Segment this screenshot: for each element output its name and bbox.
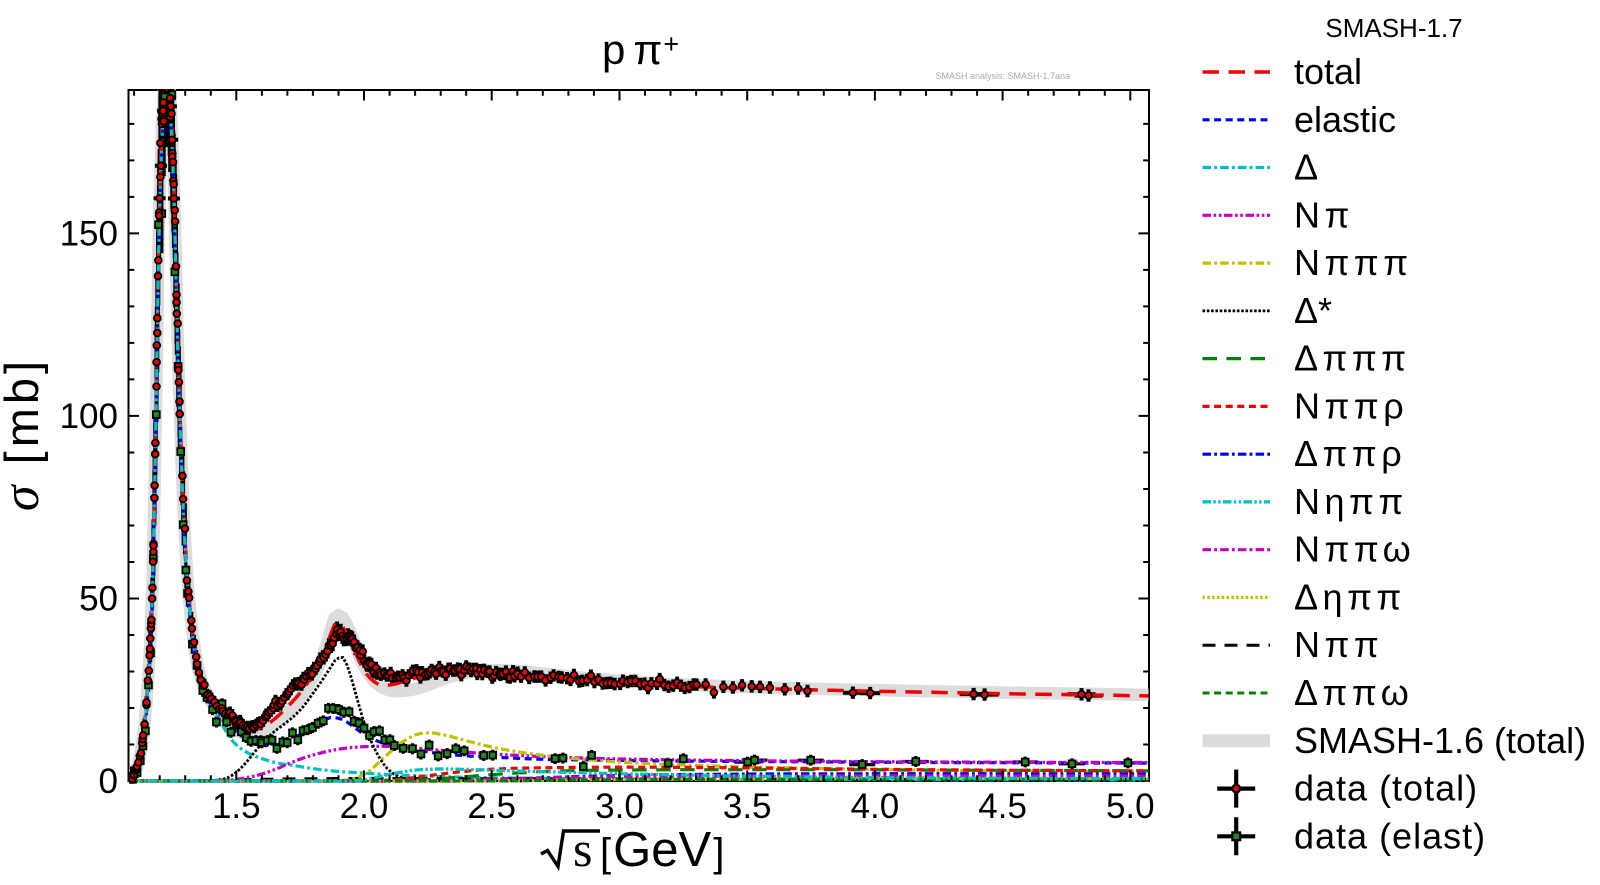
svg-text:50: 50 [79,580,118,619]
svg-text:0: 0 [99,762,118,801]
svg-text:Δ*: Δ* [1294,290,1332,331]
svg-text:[GeV]: [GeV] [600,823,724,877]
svg-text:2.0: 2.0 [340,787,389,826]
svg-text:SMASH-1.7: SMASH-1.7 [1325,13,1462,43]
svg-text:3.0: 3.0 [595,787,644,826]
svg-text:3.5: 3.5 [723,787,772,826]
svg-text:1.5: 1.5 [212,787,261,826]
svg-text:elastic: elastic [1294,99,1396,140]
svg-text:100: 100 [60,397,118,436]
svg-text:4.0: 4.0 [851,787,900,826]
svg-text:σ [mb]: σ [mb] [0,357,50,511]
svg-text:Δ: Δ [1294,147,1318,188]
svg-text:SMASH-1.6 (total): SMASH-1.6 (total) [1294,720,1586,761]
svg-text:5.0: 5.0 [1106,787,1155,826]
svg-text:Nππ: Nππ [1294,624,1379,665]
svg-text:data (elast): data (elast) [1294,815,1486,856]
svg-text:data (total): data (total) [1294,768,1478,809]
svg-text:s: s [573,821,592,877]
svg-text:2.5: 2.5 [467,787,516,826]
svg-text:total: total [1294,51,1362,92]
svg-text:150: 150 [60,214,118,253]
svg-text:4.5: 4.5 [978,787,1027,826]
svg-text:SMASH analysis: SMASH-1.7ana: SMASH analysis: SMASH-1.7ana [935,71,1070,81]
